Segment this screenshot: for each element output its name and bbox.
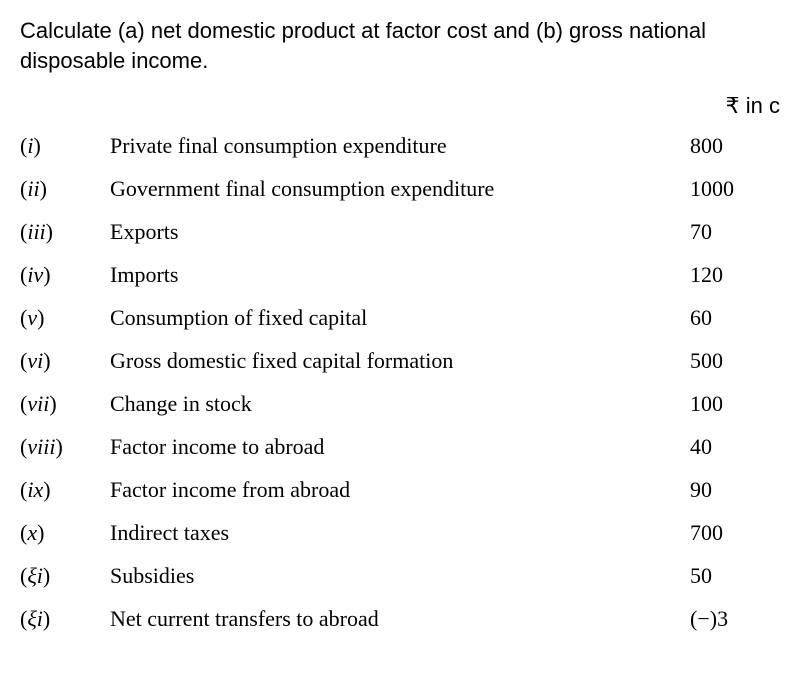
row-label: Exports [110,219,690,245]
row-label: Gross domestic fixed capital formation [110,348,690,374]
row-value: 70 [690,219,780,245]
table-row: (ξi)Net current transfers to abroad(−)3 [20,606,780,632]
table-row: (ii)Government final consumption expendi… [20,176,780,202]
row-value: 60 [690,305,780,331]
row-value: 100 [690,391,780,417]
row-label: Factor income to abroad [110,434,690,460]
row-index: (ix) [20,477,110,503]
table-row: (v)Consumption of fixed capital60 [20,305,780,331]
row-index: (vi) [20,348,110,374]
row-index: (i) [20,133,110,159]
row-index: (vii) [20,391,110,417]
row-label: Factor income from abroad [110,477,690,503]
row-index: (x) [20,520,110,546]
row-index: (ξi) [20,563,110,589]
row-index: (ξi) [20,606,110,632]
table-row: (iii)Exports70 [20,219,780,245]
table-row: (iv)Imports120 [20,262,780,288]
row-label: Government final consumption expenditure [110,176,690,202]
table-row: (i)Private final consumption expenditure… [20,133,780,159]
row-value: (−)3 [690,606,780,632]
row-value: 700 [690,520,780,546]
table-row: (vii)Change in stock100 [20,391,780,417]
question-text: Calculate (a) net domestic product at fa… [20,16,780,75]
row-index: (iii) [20,219,110,245]
data-table: ₹ in c (i)Private final consumption expe… [20,93,780,632]
table-row: (ξi)Subsidies50 [20,563,780,589]
row-value: 1000 [690,176,780,202]
table-row: (viii)Factor income to abroad40 [20,434,780,460]
row-value: 500 [690,348,780,374]
row-index: (iv) [20,262,110,288]
row-label: Consumption of fixed capital [110,305,690,331]
row-label: Net current transfers to abroad [110,606,690,632]
row-label: Subsidies [110,563,690,589]
row-value: 800 [690,133,780,159]
row-index: (v) [20,305,110,331]
row-value: 90 [690,477,780,503]
table-header-row: ₹ in c [20,93,780,119]
table-row: (ix)Factor income from abroad90 [20,477,780,503]
row-label: Private final consumption expenditure [110,133,690,159]
row-value: 120 [690,262,780,288]
row-index: (ii) [20,176,110,202]
currency-header: ₹ in c [726,93,780,119]
table-row: (x)Indirect taxes700 [20,520,780,546]
row-label: Change in stock [110,391,690,417]
row-index: (viii) [20,434,110,460]
row-label: Indirect taxes [110,520,690,546]
row-value: 40 [690,434,780,460]
table-row: (vi)Gross domestic fixed capital formati… [20,348,780,374]
row-value: 50 [690,563,780,589]
row-label: Imports [110,262,690,288]
